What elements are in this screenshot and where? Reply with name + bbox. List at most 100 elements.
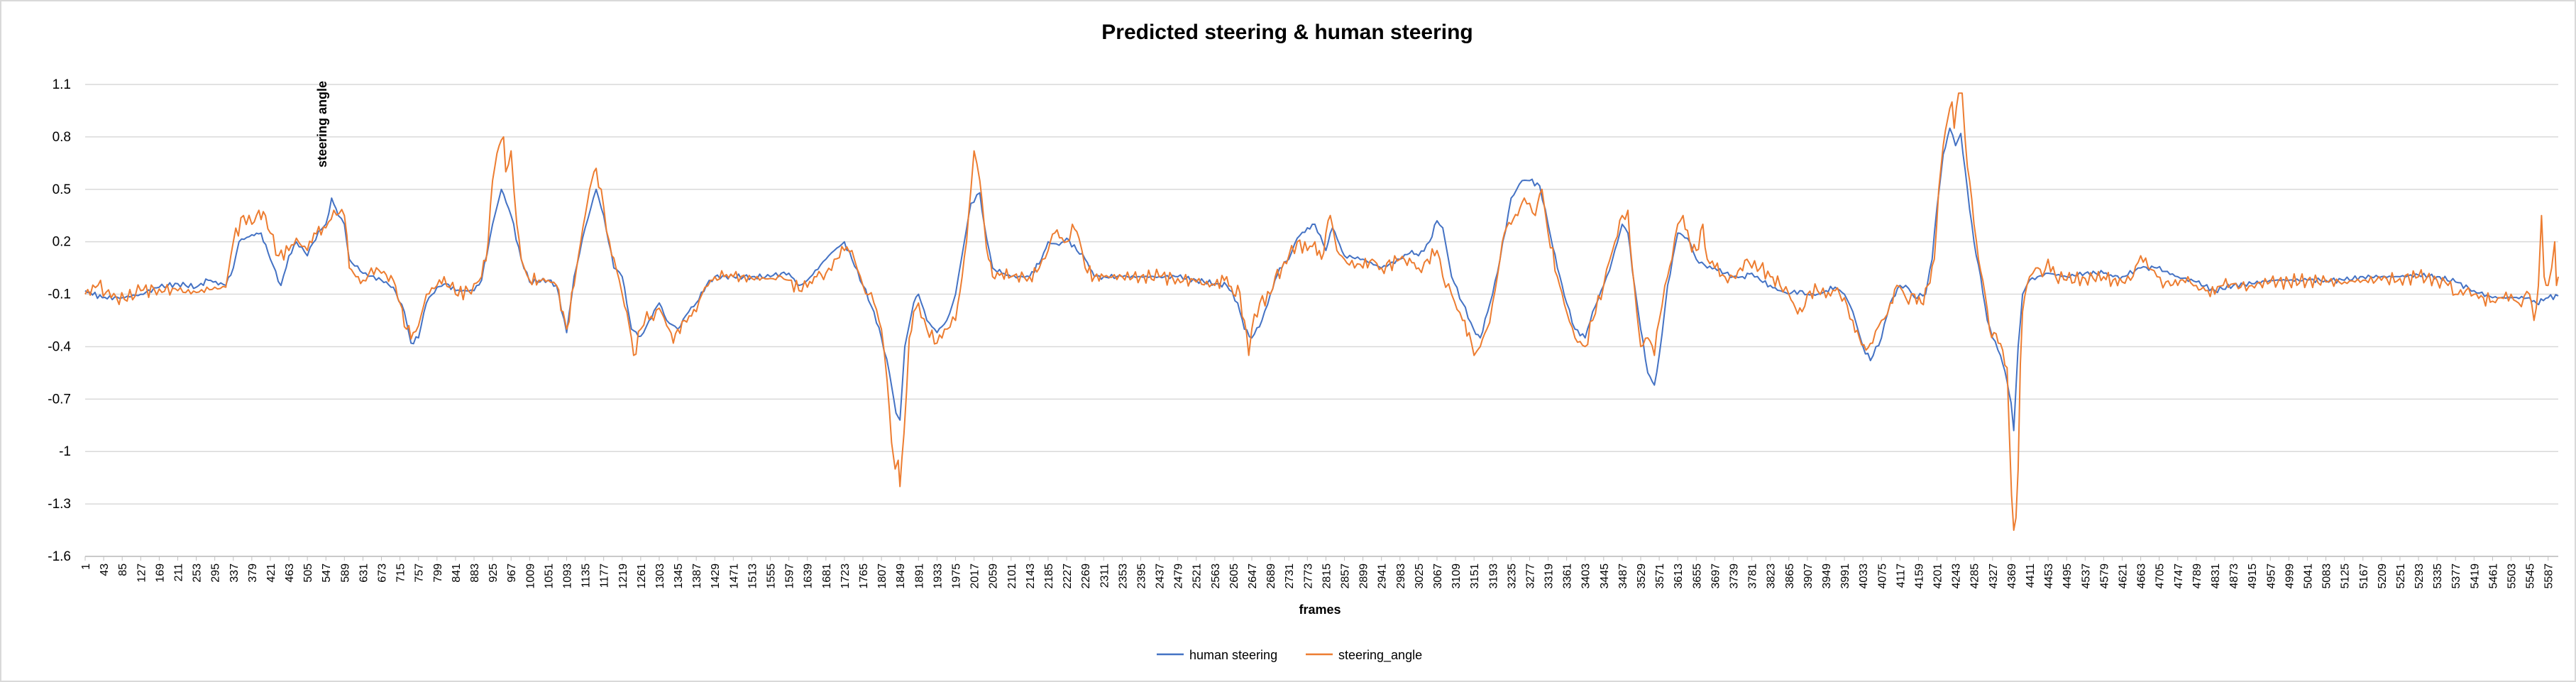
x-tick-label: 5041 <box>2302 563 2314 589</box>
x-tick-label: 1891 <box>913 563 925 589</box>
x-tick-label: 5545 <box>2525 563 2537 589</box>
x-tick-label: 967 <box>506 563 518 583</box>
x-tick-label: 2395 <box>1135 563 1147 589</box>
y-tick-label: 1.1 <box>53 77 71 92</box>
x-tick-label: 1849 <box>895 563 907 589</box>
x-tick-label: 4369 <box>2006 563 2018 589</box>
x-tick-label: 2857 <box>1339 563 1351 589</box>
x-tick-label: 3991 <box>1839 563 1851 589</box>
x-tick-label: 3235 <box>1506 563 1518 589</box>
x-tick-label: 4579 <box>2098 563 2110 589</box>
x-tick-label: 4999 <box>2284 563 2296 589</box>
x-tick-label: 4915 <box>2247 563 2259 589</box>
x-tick-label: 1009 <box>524 563 536 589</box>
x-tick-label: 2689 <box>1265 563 1277 589</box>
x-tick-label: 2479 <box>1173 563 1185 589</box>
x-tick-label: 4873 <box>2228 563 2240 589</box>
x-tick-label: 1261 <box>636 563 648 589</box>
x-tick-label: 3697 <box>1710 563 1722 589</box>
x-tick-label: 3025 <box>1414 563 1426 589</box>
x-tick-label: 757 <box>414 563 426 583</box>
legend-label-human-steering: human steering <box>1189 648 1277 662</box>
x-tick-label: 3319 <box>1543 563 1556 589</box>
x-tick-label: 925 <box>488 563 500 583</box>
x-tick-label: 1219 <box>617 563 629 589</box>
x-tick-label: 2605 <box>1228 563 1240 589</box>
x-tick-label: 3823 <box>1766 563 1778 589</box>
y-tick-label: -0.7 <box>48 392 71 407</box>
x-tick-label: 1555 <box>766 563 778 589</box>
x-tick-label: 505 <box>302 563 314 583</box>
x-tick-label: 2017 <box>969 563 981 589</box>
x-tick-label: 379 <box>247 563 259 583</box>
x-tick-label: 1975 <box>950 563 962 589</box>
x-tick-label: 1051 <box>543 563 555 589</box>
x-tick-label: 3109 <box>1451 563 1463 589</box>
x-tick-label: 2983 <box>1395 563 1407 589</box>
x-tick-label: 2437 <box>1155 563 1167 589</box>
x-tick-label: 5461 <box>2487 563 2499 589</box>
x-tick-label: 2899 <box>1358 563 1370 589</box>
x-tick-label: 841 <box>451 563 463 583</box>
x-tick-label: 3865 <box>1784 563 1796 589</box>
x-tick-label: 4495 <box>2062 563 2074 589</box>
x-tick-label: 4411 <box>2025 563 2037 588</box>
x-tick-label: 1933 <box>932 563 944 589</box>
x-tick-label: 211 <box>172 563 185 582</box>
legend: human steering steering_angle <box>1157 648 1422 663</box>
x-tick-label: 2773 <box>1302 563 1314 589</box>
x-tick-label: 1 <box>80 563 92 570</box>
x-tick-label: 421 <box>265 563 277 583</box>
y-tick-label: -0.1 <box>48 287 71 302</box>
x-tick-label: 5377 <box>2450 563 2462 589</box>
y-tick-label: -1 <box>59 444 71 459</box>
x-tick-label: 3193 <box>1487 563 1499 589</box>
x-tick-label: 4663 <box>2136 563 2148 589</box>
x-tick-label: 3277 <box>1524 563 1536 589</box>
x-tick-label: 4831 <box>2210 563 2222 589</box>
x-tick-label: 1639 <box>803 563 815 589</box>
x-tick-label: 4075 <box>1876 563 1888 589</box>
x-tick-label: 4327 <box>1988 563 2000 589</box>
x-tick-label: 673 <box>377 563 389 583</box>
x-tick-label: 3067 <box>1432 563 1444 589</box>
x-tick-label: 2815 <box>1321 563 1333 589</box>
x-tick-label: 5587 <box>2543 563 2555 589</box>
x-tick-label: 2521 <box>1191 563 1204 589</box>
x-tick-label: 127 <box>136 563 148 583</box>
x-tick-label: 2101 <box>1006 563 1018 589</box>
y-axis-ticks: 1.1 0.8 0.5 0.2 -0.1 -0.4 -0.7 -1 -1.3 -1.6 <box>48 77 71 564</box>
x-tick-label: 3571 <box>1654 563 1666 589</box>
x-tick-label: 2227 <box>1062 563 1074 589</box>
x-tick-label: 547 <box>321 563 333 583</box>
x-tick-label: 3529 <box>1636 563 1648 589</box>
x-tick-label: 3361 <box>1562 563 1574 589</box>
x-tick-label: 4957 <box>2265 563 2277 589</box>
x-tick-label: 1513 <box>747 563 759 589</box>
x-tick-label: 3739 <box>1729 563 1741 589</box>
x-tick-label: 1429 <box>710 563 722 589</box>
x-tick-label: 2353 <box>1117 563 1129 589</box>
x-tick-label: 2731 <box>1284 563 1296 589</box>
x-tick-label: 1723 <box>840 563 852 589</box>
x-tick-label: 5083 <box>2321 563 2333 589</box>
legend-label-steering-angle: steering_angle <box>1338 648 1422 663</box>
x-axis-ticks: 1 43 85 127 169 211 253 295 337 379 421 463 505 547 58… <box>80 556 2555 589</box>
x-tick-label: 2563 <box>1210 563 1222 589</box>
y-axis-title: steering angle <box>315 81 329 167</box>
x-tick-label: 5209 <box>2377 563 2389 589</box>
x-tick-label: 253 <box>192 563 204 583</box>
x-tick-label: 463 <box>284 563 296 583</box>
x-tick-label: 5335 <box>2432 563 2444 589</box>
x-tick-label: 3445 <box>1599 563 1611 589</box>
x-tick-label: 2647 <box>1247 563 1259 589</box>
x-tick-label: 5503 <box>2506 563 2519 589</box>
y-tick-label: -1.3 <box>48 497 71 512</box>
x-tick-label: 4033 <box>1858 563 1870 589</box>
x-tick-label: 4747 <box>2173 563 2185 589</box>
x-tick-label: 3487 <box>1617 563 1629 589</box>
chart-title: Predicted steering & human steering <box>1101 21 1473 44</box>
x-tick-label: 4243 <box>1951 563 1963 589</box>
